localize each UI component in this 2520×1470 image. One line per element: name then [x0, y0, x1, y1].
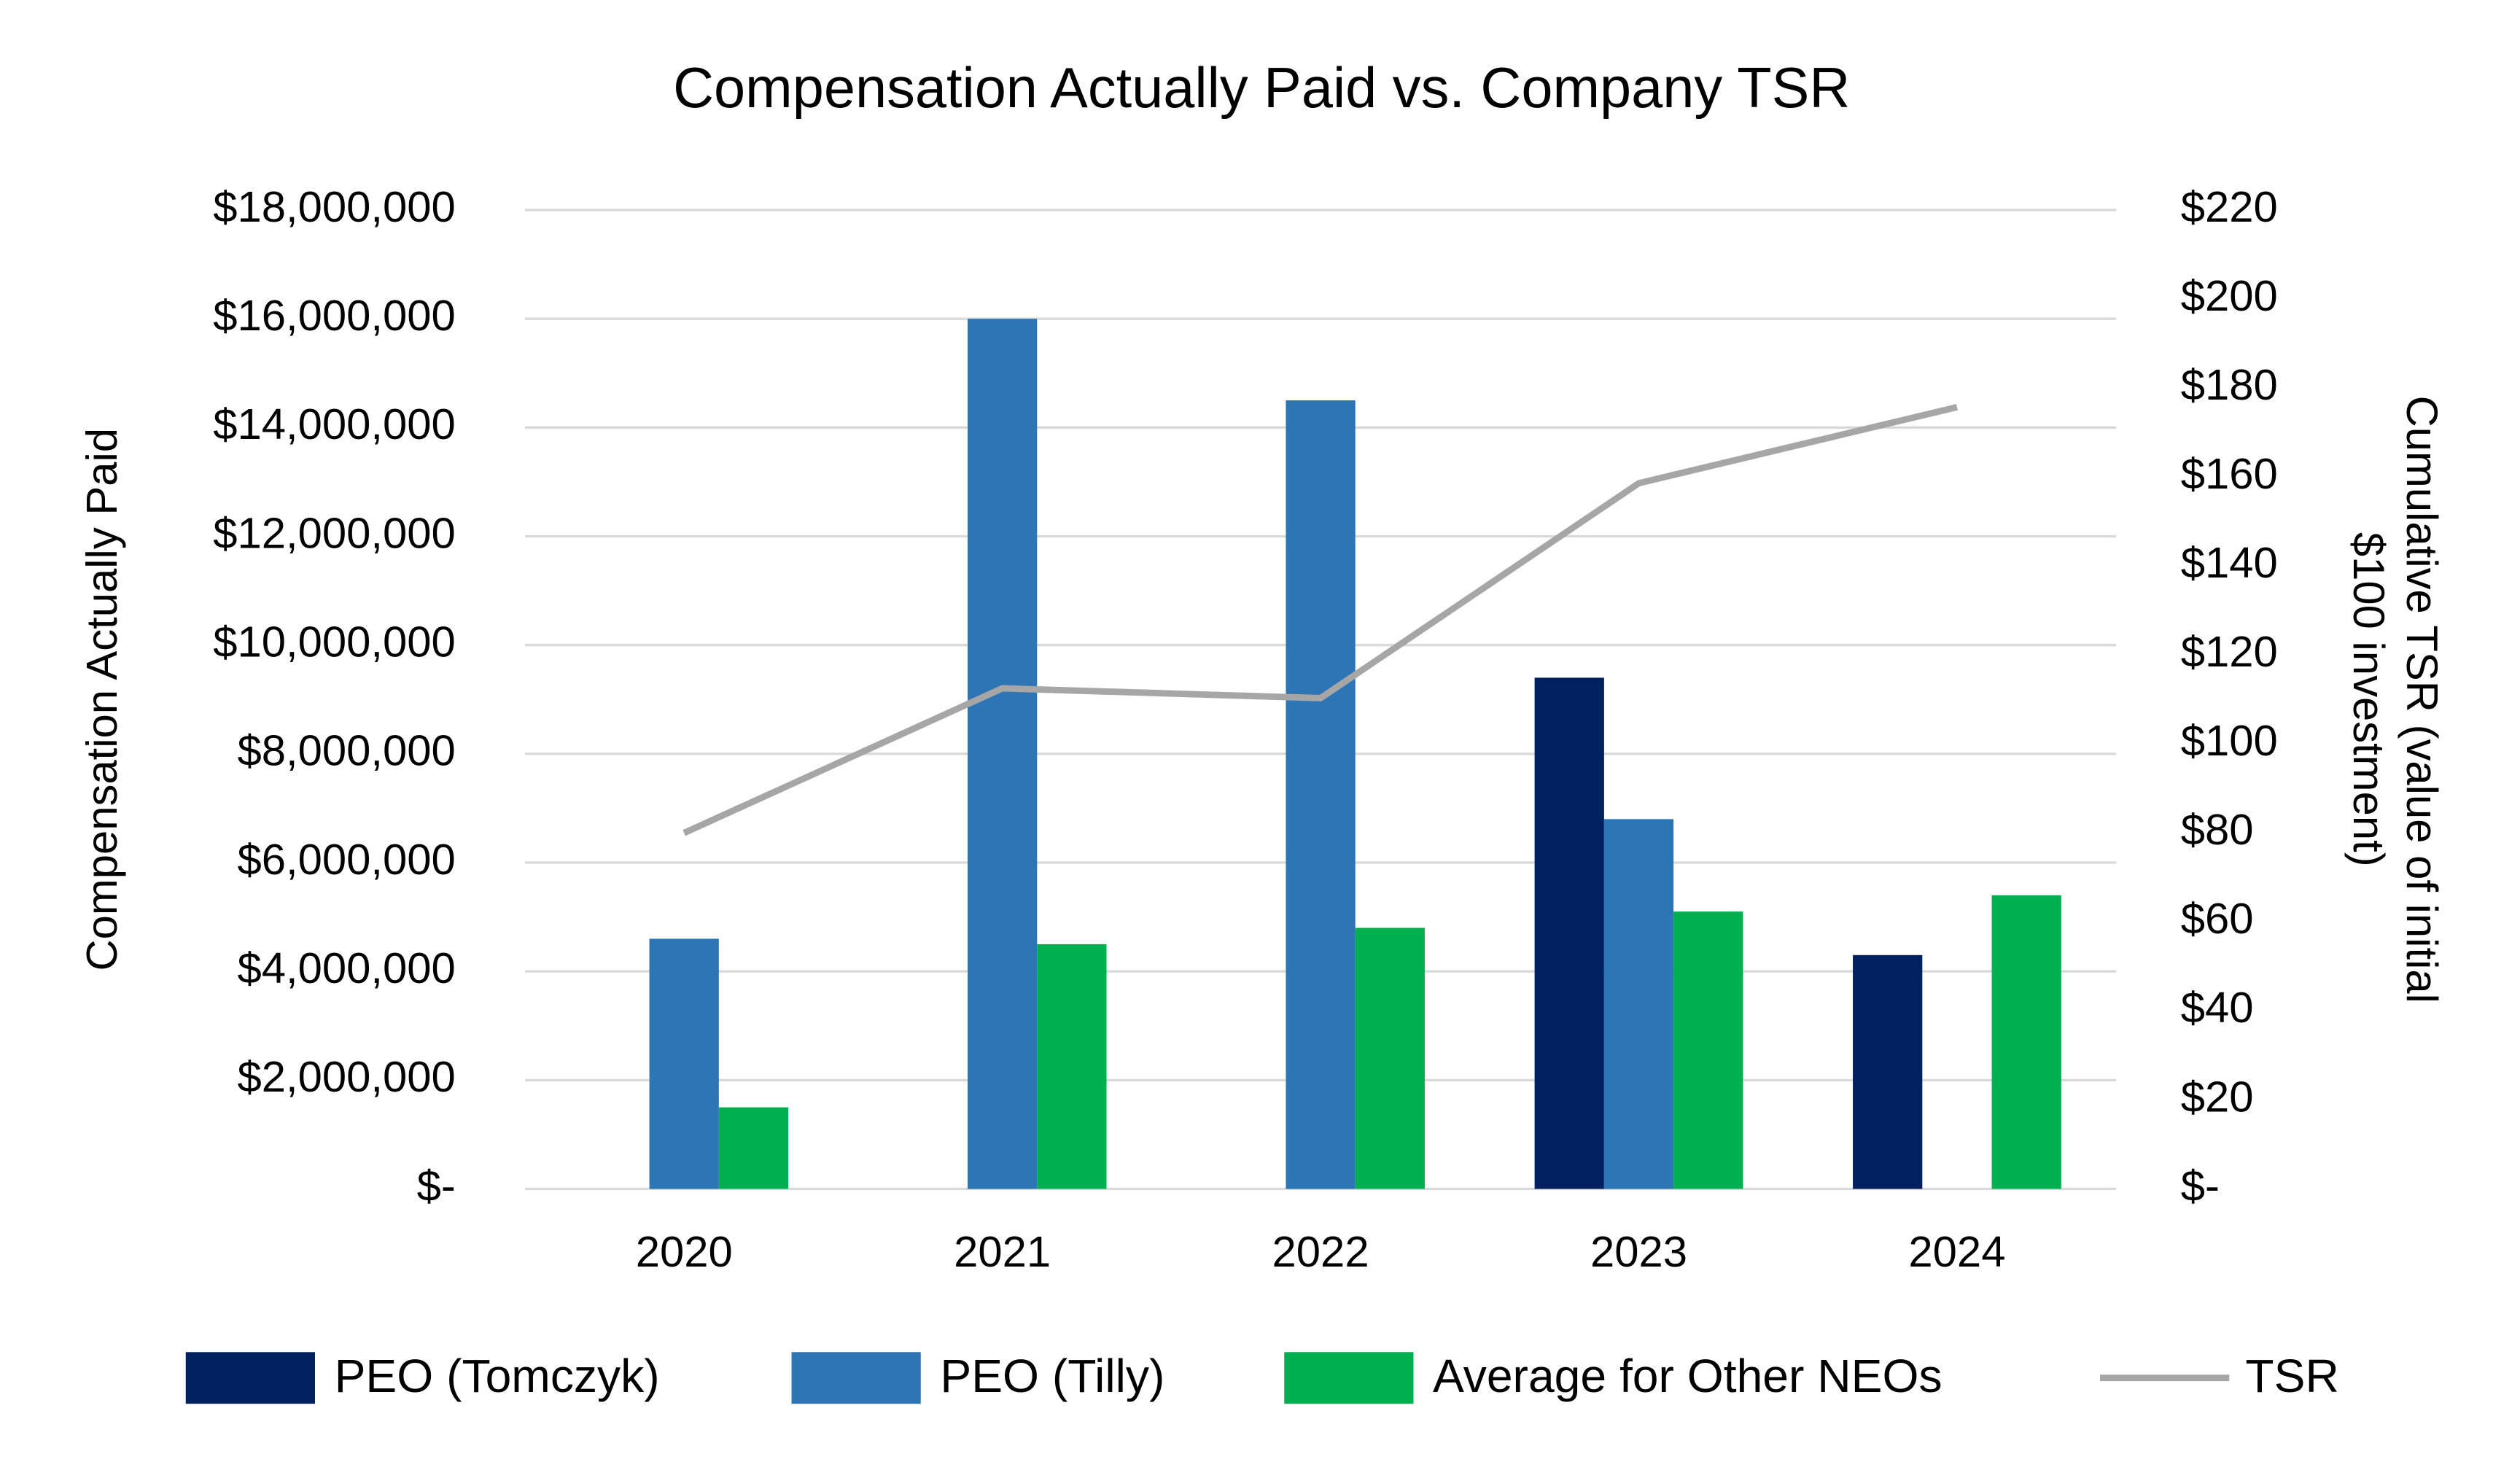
y-tick-label: $8,000,000 — [237, 726, 455, 775]
y2-tick-label: $- — [2181, 1161, 2220, 1210]
y-tick-label: $12,000,000 — [213, 508, 456, 557]
y2-tick-label: $220 — [2181, 182, 2278, 231]
y-tick-label: $14,000,000 — [213, 400, 456, 448]
y2-axis-title: Cumulative TSR (value of initial $100 in… — [2344, 395, 2446, 1003]
y-tick-label: $16,000,000 — [213, 291, 456, 340]
x-tick-label: 2024 — [1908, 1227, 2005, 1276]
line — [682, 404, 1958, 836]
bar — [1534, 677, 1604, 1189]
bar — [968, 319, 1038, 1189]
x-tick-label: 2023 — [1590, 1227, 1687, 1276]
x-tick-label: 2020 — [636, 1227, 733, 1276]
y-tick-label: $10,000,000 — [213, 617, 456, 666]
bar — [1603, 819, 1674, 1189]
y-tick-label: $- — [417, 1161, 456, 1210]
legend-label: TSR — [2245, 1350, 2338, 1402]
y2-tick-label: $180 — [2181, 360, 2278, 409]
bar — [1853, 954, 1923, 1189]
bar — [718, 1107, 789, 1189]
y-tick-label: $4,000,000 — [237, 944, 455, 992]
y-axis-title: Compensation Actually Paid — [77, 428, 126, 971]
y2-tick-label: $20 — [2181, 1072, 2254, 1121]
y-tick-label: $6,000,000 — [237, 835, 455, 884]
y2-tick-label: $80 — [2181, 805, 2254, 854]
legend-swatch — [185, 1352, 315, 1404]
x-tick-label: 2022 — [1272, 1227, 1369, 1276]
bar — [1037, 944, 1107, 1189]
legend-label: PEO (Tomczyk) — [335, 1350, 660, 1402]
x-tick-label: 2021 — [954, 1227, 1051, 1276]
legend-label: Average for Other NEOs — [1433, 1350, 1942, 1402]
y2-tick-label: $160 — [2181, 449, 2278, 498]
y-tick-label: $2,000,000 — [237, 1052, 455, 1101]
y2-axis-title-box: Cumulative TSR (value of initial $100 in… — [2344, 395, 2446, 1003]
legend-swatch — [1284, 1352, 1414, 1404]
bar — [649, 938, 719, 1189]
y2-tick-label: $60 — [2181, 894, 2254, 943]
legend-swatch — [791, 1352, 921, 1404]
y2-tick-label: $200 — [2181, 271, 2278, 320]
y2-tick-label: $140 — [2181, 538, 2278, 587]
y2-tick-label: $120 — [2181, 627, 2278, 676]
legend-label: PEO (Tilly) — [940, 1350, 1164, 1402]
y-tick-label: $18,000,000 — [213, 182, 456, 231]
bar — [1673, 911, 1743, 1189]
bar — [1355, 928, 1425, 1189]
bar — [1286, 400, 1356, 1189]
chart-title: Compensation Actually Paid vs. Company T… — [673, 57, 1850, 120]
y2-tick-label: $40 — [2181, 983, 2254, 1032]
y2-tick-label: $100 — [2181, 716, 2278, 765]
bar — [1991, 895, 2061, 1189]
